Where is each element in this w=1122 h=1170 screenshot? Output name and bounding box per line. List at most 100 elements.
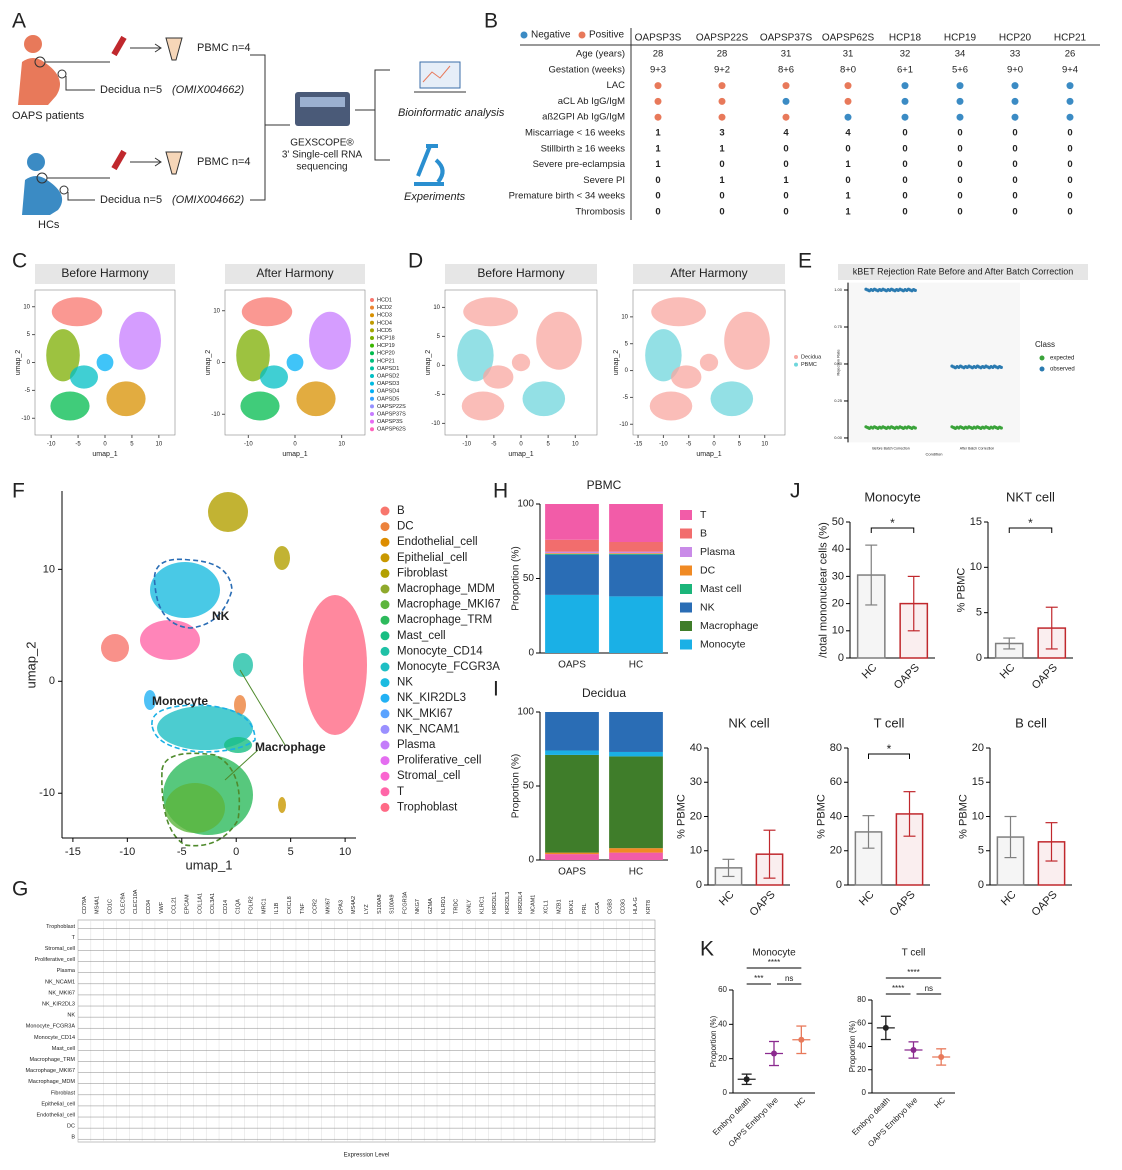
row-label: Stillbirth ≥ 16 weeks bbox=[541, 143, 626, 154]
cell-cloud bbox=[511, 353, 531, 372]
y-axis-label: umap_2 bbox=[23, 642, 38, 689]
cell: 31 bbox=[843, 49, 854, 60]
count: 1 bbox=[845, 159, 851, 170]
panel-label: J bbox=[790, 480, 801, 503]
y-tick-label: -10 bbox=[431, 421, 440, 427]
y-tick-label: 0 bbox=[27, 360, 31, 366]
legend-dot bbox=[380, 522, 390, 532]
gene-label: FCGR3A bbox=[402, 891, 408, 914]
status-dot bbox=[654, 82, 662, 90]
y-tick-label: 10 bbox=[832, 625, 844, 637]
count: 0 bbox=[957, 159, 962, 170]
row-label: aß2GPI Ab IgG/IgM bbox=[542, 112, 625, 123]
x-tick-label: -5 bbox=[177, 846, 187, 858]
y-tick-label: 5 bbox=[976, 607, 982, 619]
error-bar bbox=[865, 544, 878, 606]
status-dot bbox=[1066, 113, 1074, 121]
cell-cloud bbox=[51, 297, 103, 327]
bar-segment bbox=[609, 551, 663, 554]
gene-label: CPA3 bbox=[338, 900, 344, 914]
count: 1 bbox=[655, 159, 661, 170]
legend-label: Macrophage_MKI67 bbox=[397, 599, 501, 611]
significance-label: ns bbox=[925, 984, 933, 993]
legend-dot bbox=[370, 343, 374, 348]
gene-label: MS4A2 bbox=[351, 896, 357, 914]
legend-swatch bbox=[680, 565, 692, 576]
gene-label: CD3G bbox=[620, 899, 626, 914]
legend-label: OAPSD1 bbox=[377, 366, 399, 372]
cell-cloud bbox=[699, 353, 719, 372]
legend-dot bbox=[380, 724, 390, 734]
count: 0 bbox=[655, 207, 660, 218]
legend-label: OAPSP37S bbox=[377, 411, 406, 417]
legend-dot bbox=[370, 412, 374, 416]
group-label: HCs bbox=[38, 219, 60, 231]
legend-swatch bbox=[680, 510, 692, 520]
cell-cloud bbox=[144, 690, 156, 710]
error-bar bbox=[1004, 815, 1017, 859]
significance-label: * bbox=[1028, 516, 1033, 530]
legend-label: NK_NCAM1 bbox=[397, 723, 460, 735]
legend-dot bbox=[380, 693, 390, 703]
cell: 9+4 bbox=[1062, 64, 1078, 75]
legend-dot bbox=[380, 771, 390, 781]
legend-label: Plasma bbox=[700, 546, 735, 558]
legend-label: HCD1 bbox=[377, 297, 392, 303]
bar-segment bbox=[609, 712, 663, 752]
status-dot bbox=[654, 113, 662, 121]
sample-label: Decidua n=5 bbox=[100, 84, 162, 96]
gene-label: KLRD1 bbox=[441, 896, 447, 914]
legend-dot bbox=[370, 366, 374, 371]
cell-cloud bbox=[649, 391, 693, 421]
panel-label: H bbox=[493, 480, 508, 503]
y-axis-label: Rejection Rate bbox=[835, 349, 840, 376]
sample-label: PBMC n=4 bbox=[197, 156, 251, 168]
y-axis-label: umap_2 bbox=[613, 350, 620, 375]
x-tick-label: -10 bbox=[462, 442, 471, 448]
bar-segment bbox=[609, 504, 663, 542]
y-tick-label: 0 bbox=[49, 675, 55, 687]
x-tick-label: OAPS bbox=[748, 889, 778, 919]
y-tick-label: 50 bbox=[523, 573, 535, 584]
x-axis-label: umap_1 bbox=[696, 451, 721, 458]
cell-cloud bbox=[303, 595, 367, 735]
panel-label: I bbox=[493, 678, 499, 701]
workflow bbox=[18, 35, 466, 215]
gene-label: C1QA bbox=[236, 899, 242, 914]
count: 0 bbox=[1067, 128, 1072, 139]
error-bar bbox=[907, 575, 920, 632]
legend-dot bbox=[370, 336, 374, 340]
count: 0 bbox=[1012, 191, 1017, 202]
cluster-label: NK bbox=[212, 609, 230, 623]
gene-label: KIR2DL3 bbox=[505, 892, 511, 914]
row-label: Plasma bbox=[57, 968, 76, 974]
y-tick-label: 0 bbox=[528, 648, 534, 659]
bar-segment bbox=[545, 553, 599, 555]
count: 0 bbox=[845, 175, 850, 186]
x-tick-label: OAPS bbox=[888, 889, 918, 919]
row-label: Macrophage_MKI67 bbox=[25, 1068, 75, 1074]
legend-dot bbox=[380, 678, 390, 688]
count: 4 bbox=[845, 128, 851, 139]
cell-cloud bbox=[710, 381, 754, 417]
gene-label: CCR2 bbox=[313, 899, 319, 914]
y-tick-label: 0 bbox=[528, 855, 534, 866]
row-label: NK_NCAM1 bbox=[45, 979, 75, 985]
legend-dot bbox=[380, 756, 390, 766]
legend-label: OAPSP22S bbox=[377, 404, 406, 410]
count: 0 bbox=[719, 159, 724, 170]
x-tick-label: HC bbox=[717, 889, 737, 909]
count: 0 bbox=[783, 207, 788, 218]
count: 1 bbox=[719, 143, 725, 154]
y-tick-label: 20 bbox=[718, 1054, 727, 1063]
bar-segment bbox=[545, 852, 599, 855]
bar-segment bbox=[545, 750, 599, 755]
gene-label: HLA-G bbox=[633, 897, 639, 914]
cluster-outline bbox=[161, 752, 241, 847]
count: 0 bbox=[902, 143, 907, 154]
x-tick-label: OAPS Embryo live bbox=[866, 1095, 920, 1149]
bar-segment bbox=[545, 539, 599, 552]
gene-label: MKI67 bbox=[325, 898, 331, 914]
cell: 33 bbox=[1010, 49, 1021, 60]
legend-dot bbox=[380, 615, 390, 625]
